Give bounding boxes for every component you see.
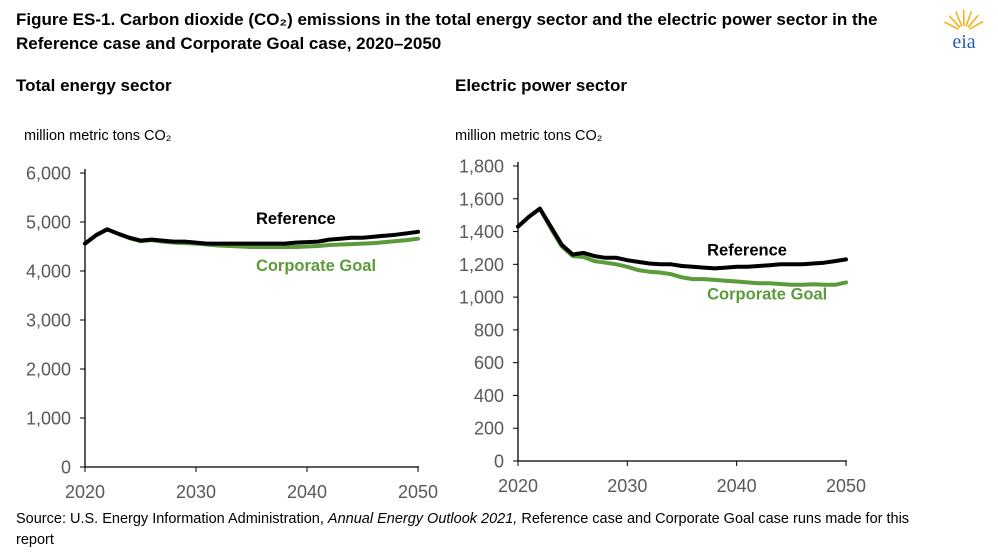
series-label-reference: Reference bbox=[256, 210, 336, 228]
logo-sunburst-icon bbox=[944, 9, 984, 30]
source-note: Source: U.S. Energy Information Administ… bbox=[16, 509, 916, 551]
source-prefix: Source: U.S. Energy Information Administ… bbox=[16, 511, 328, 527]
series-line-corporate-goal bbox=[516, 206, 848, 287]
unit-label-electric: million metric tons CO₂ bbox=[455, 128, 603, 144]
x-tick-label: 2020 bbox=[498, 476, 538, 496]
logo-ray bbox=[967, 14, 979, 28]
eia-logo: eia bbox=[944, 9, 984, 52]
source-publication: Annual Energy Outlook 2021, bbox=[327, 511, 518, 527]
y-tick-label: 1,000 bbox=[459, 288, 504, 308]
y-tick-label: 1,200 bbox=[459, 255, 504, 275]
logo-text: eia bbox=[952, 31, 975, 52]
x-tick-label: 2050 bbox=[826, 476, 866, 496]
y-tick-label: 1,600 bbox=[459, 189, 504, 209]
y-tick-label: 6,000 bbox=[26, 164, 71, 184]
y-tick-label: 4,000 bbox=[26, 262, 71, 282]
figure-title: Figure ES-1. Carbon dioxide (CO₂) emissi… bbox=[16, 10, 878, 53]
x-tick-label: 2040 bbox=[287, 482, 327, 502]
y-tick-label: 0 bbox=[494, 452, 504, 472]
series-line-reference bbox=[83, 227, 420, 246]
panel-title-electric: Electric power sector bbox=[455, 76, 627, 95]
y-tick-label: 0 bbox=[61, 458, 71, 478]
y-tick-label: 1,400 bbox=[459, 222, 504, 242]
series-line-reference bbox=[516, 206, 848, 271]
x-tick-label: 2050 bbox=[398, 482, 438, 502]
series-label-reference: Reference bbox=[707, 241, 787, 259]
logo-ray bbox=[955, 11, 963, 27]
y-tick-label: 3,000 bbox=[26, 311, 71, 331]
y-tick-label: 1,000 bbox=[26, 409, 71, 429]
logo-ray bbox=[944, 21, 960, 30]
x-tick-label: 2040 bbox=[717, 476, 757, 496]
logo-ray bbox=[948, 15, 961, 29]
source-suffix: Reference case and Corporate Goal case r… bbox=[16, 511, 910, 548]
x-tick-label: 2030 bbox=[176, 482, 216, 502]
x-tick-label: 2020 bbox=[65, 482, 105, 502]
logo-ray bbox=[965, 11, 973, 27]
y-tick-label: 2,000 bbox=[26, 360, 71, 380]
chart-total-energy: 0 1,000 2,000 3,000 4,000 5,000 6,000 2020 2030 2… bbox=[26, 164, 438, 503]
y-tick-label: 600 bbox=[474, 353, 504, 373]
x-tick-label: 2030 bbox=[607, 476, 647, 496]
y-tick-label: 5,000 bbox=[26, 213, 71, 233]
y-tick-label: 400 bbox=[474, 386, 504, 406]
chart-electric-power: 0 200 400 600 800 1,000 1,200 1,400 1,600 1,800 20… bbox=[459, 157, 866, 497]
y-tick-label: 200 bbox=[474, 419, 504, 439]
logo-ray bbox=[968, 20, 984, 30]
series-label-corporate-goal: Corporate Goal bbox=[256, 257, 376, 275]
panel-title-total: Total energy sector bbox=[16, 76, 172, 95]
y-tick-label: 1,800 bbox=[459, 157, 504, 177]
unit-label-total: million metric tons CO₂ bbox=[24, 128, 172, 144]
y-tick-label: 800 bbox=[474, 320, 504, 340]
series-label-corporate-goal: Corporate Goal bbox=[707, 286, 827, 304]
